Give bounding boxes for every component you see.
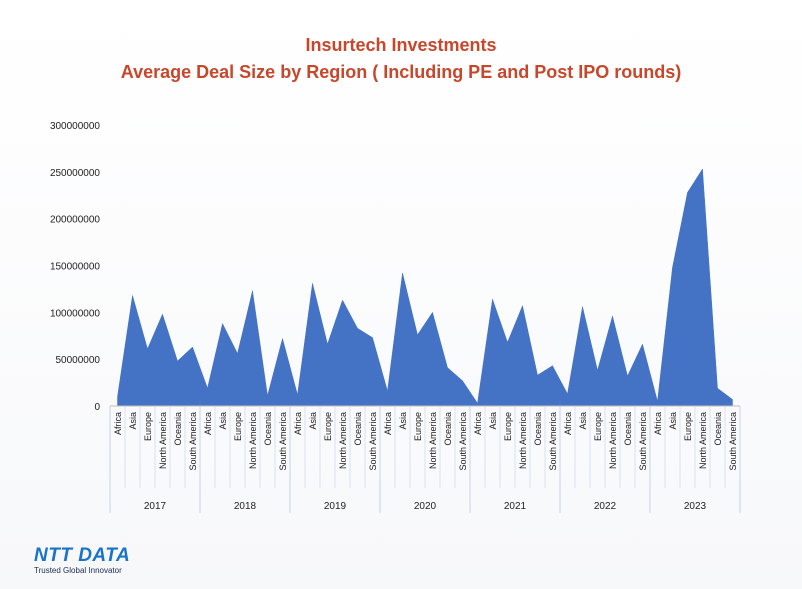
x-tick-label: Asia bbox=[128, 412, 138, 430]
x-tick-label: Oceania bbox=[713, 412, 723, 446]
logo-name: NTT DATA bbox=[34, 545, 131, 566]
x-tick-label: South America bbox=[458, 412, 468, 471]
y-tick-label: 50000000 bbox=[56, 355, 101, 366]
logo-tagline: Trusted Global Innovator bbox=[34, 566, 122, 575]
series-area bbox=[117, 168, 733, 407]
y-tick-label: 0 bbox=[94, 402, 100, 413]
x-tick-label: North America bbox=[518, 412, 528, 469]
x-tick-label: Africa bbox=[203, 412, 213, 435]
x-tick-label: Asia bbox=[668, 412, 678, 430]
x-tick-label: Asia bbox=[398, 412, 408, 430]
x-tick-label: Europe bbox=[503, 412, 513, 441]
group-label: 2018 bbox=[234, 501, 257, 512]
x-tick-label: Oceania bbox=[533, 412, 543, 446]
x-tick-label: Africa bbox=[383, 412, 393, 435]
x-tick-label: Oceania bbox=[353, 412, 363, 446]
x-tick-label: South America bbox=[728, 412, 738, 471]
group-label: 2017 bbox=[144, 501, 167, 512]
group-label: 2019 bbox=[324, 501, 347, 512]
chart-subtitle: Average Deal Size by Region ( Including … bbox=[120, 62, 682, 82]
x-tick-label: Asia bbox=[218, 412, 228, 430]
y-tick-label: 250000000 bbox=[50, 168, 100, 179]
chart-title: Insurtech Investments bbox=[305, 35, 497, 55]
y-tick-label: 150000000 bbox=[50, 262, 100, 273]
x-tick-label: North America bbox=[608, 412, 618, 469]
x-tick-label: Asia bbox=[578, 412, 588, 430]
x-tick-label: Europe bbox=[593, 412, 603, 441]
x-tick-label: Europe bbox=[143, 412, 153, 441]
x-tick-label: Europe bbox=[413, 412, 423, 441]
y-tick-label: 100000000 bbox=[50, 308, 100, 319]
chart-title-block: Insurtech Investments Average Deal Size … bbox=[0, 32, 802, 86]
group-label: 2020 bbox=[414, 501, 437, 512]
x-tick-label: Asia bbox=[488, 412, 498, 430]
group-label: 2023 bbox=[684, 501, 707, 512]
x-tick-label: Europe bbox=[683, 412, 693, 441]
x-tick-label: Africa bbox=[113, 412, 123, 435]
x-tick-label: North America bbox=[338, 412, 348, 469]
x-tick-label: North America bbox=[428, 412, 438, 469]
x-tick-label: Africa bbox=[563, 412, 573, 435]
x-tick-label: North America bbox=[158, 412, 168, 469]
x-tick-label: South America bbox=[368, 412, 378, 471]
x-tick-label: South America bbox=[188, 412, 198, 471]
x-tick-label: South America bbox=[278, 412, 288, 471]
x-tick-label: Europe bbox=[233, 412, 243, 441]
x-tick-label: North America bbox=[248, 412, 258, 469]
group-label: 2021 bbox=[504, 501, 527, 512]
y-tick-label: 300000000 bbox=[50, 121, 100, 132]
x-tick-label: Oceania bbox=[263, 412, 273, 446]
x-tick-label: Oceania bbox=[443, 412, 453, 446]
x-tick-label: South America bbox=[548, 412, 558, 471]
x-tick-label: Oceania bbox=[173, 412, 183, 446]
x-tick-label: Asia bbox=[308, 412, 318, 430]
ntt-data-logo: NTT DATA Trusted Global Innovator bbox=[34, 545, 131, 576]
group-label: 2022 bbox=[594, 501, 617, 512]
y-tick-label: 200000000 bbox=[50, 215, 100, 226]
x-tick-label: North America bbox=[698, 412, 708, 469]
x-tick-label: Africa bbox=[293, 412, 303, 435]
x-tick-label: Europe bbox=[323, 412, 333, 441]
x-tick-label: Africa bbox=[473, 412, 483, 435]
x-tick-label: Oceania bbox=[623, 412, 633, 446]
x-tick-label: South America bbox=[638, 412, 648, 471]
x-tick-label: Africa bbox=[653, 412, 663, 435]
